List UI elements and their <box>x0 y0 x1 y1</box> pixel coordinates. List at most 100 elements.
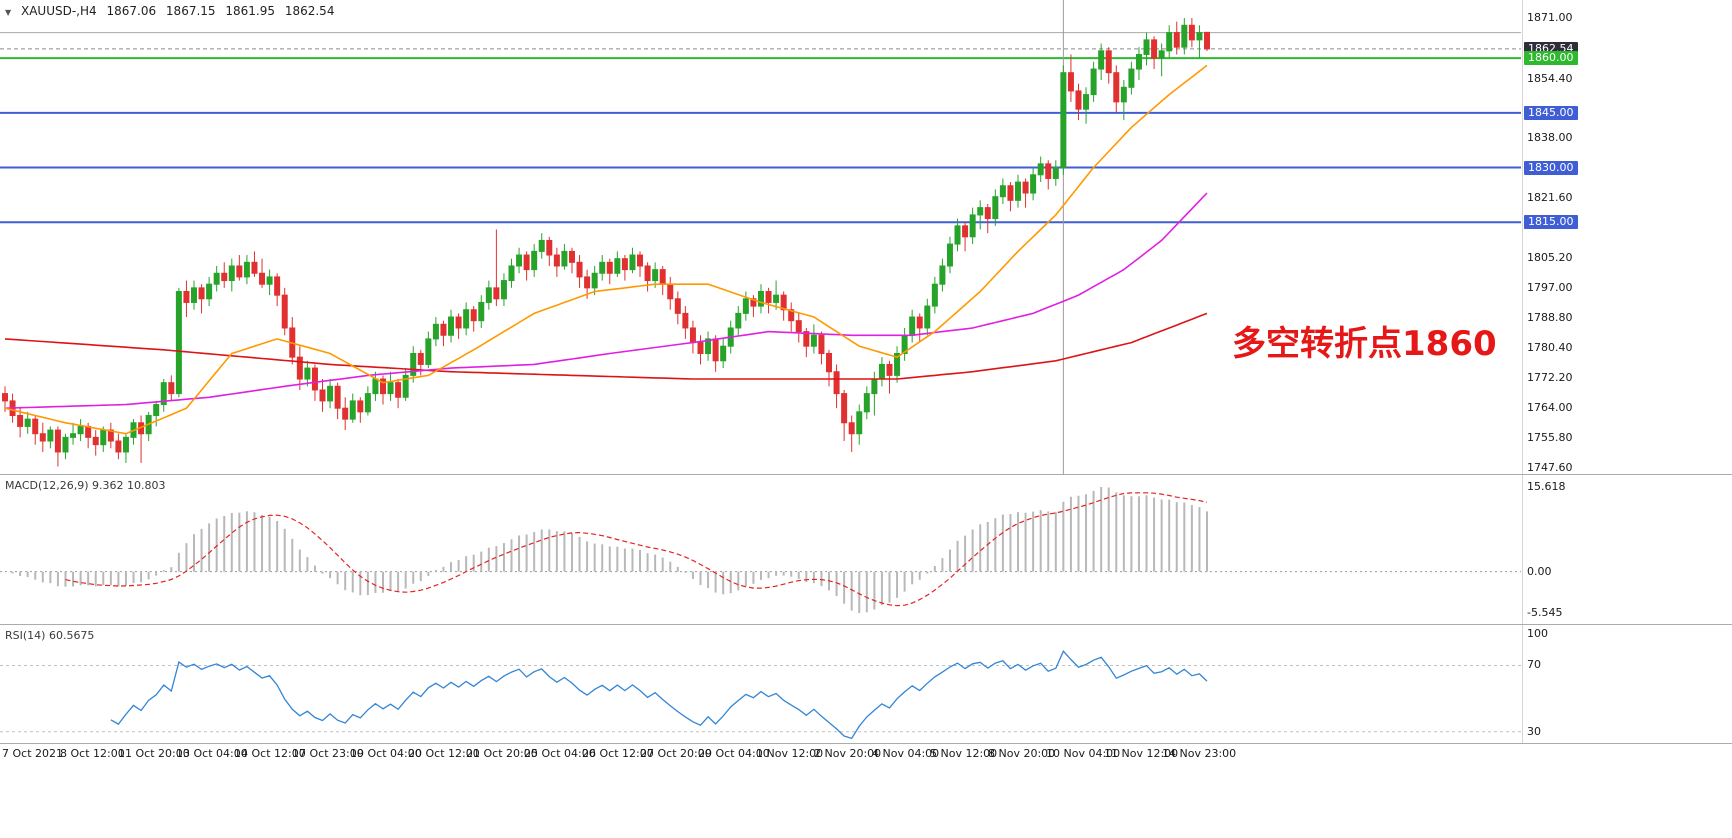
candle <box>206 283 213 300</box>
price-axis-label: 1821.60 <box>1527 191 1573 205</box>
candle <box>387 382 394 395</box>
annotation-text[interactable]: 多空转折点1860 <box>1232 324 1497 364</box>
ohlc-high: 1867.15 <box>165 4 216 18</box>
rsi-label: RSI(14) 60.5675 <box>5 629 95 642</box>
candle <box>251 261 258 274</box>
candle <box>757 291 764 307</box>
time-axis-label: 21 Oct 20:00 <box>466 747 538 760</box>
candle <box>977 207 984 216</box>
time-axis-label: 26 Oct 12:00 <box>582 747 654 760</box>
candle <box>85 425 92 438</box>
macd-svg[interactable] <box>0 475 1522 625</box>
candle <box>500 280 507 300</box>
candle <box>697 342 704 354</box>
candle <box>1060 72 1067 169</box>
candle <box>553 254 560 267</box>
chart-title: ▼ XAUUSD-,H4 1867.06 1867.15 1861.95 186… <box>5 4 340 18</box>
candle <box>70 433 77 438</box>
collapse-arrow-icon[interactable]: ▼ <box>5 8 12 17</box>
price-axis-label: 1772.20 <box>1527 371 1573 385</box>
candle <box>39 433 46 442</box>
price-axis-label: 1805.20 <box>1527 250 1573 264</box>
candle <box>455 316 462 329</box>
candle <box>304 367 311 380</box>
macd-axis-label: 15.618 <box>1527 480 1566 493</box>
time-axis-label: 10 Nov 04:00 <box>1046 747 1121 760</box>
ma-fast-line <box>4 64 1208 435</box>
candle <box>1037 163 1044 176</box>
candle <box>17 414 24 427</box>
price-axis-label: 1747.60 <box>1527 461 1573 474</box>
candle <box>236 265 243 278</box>
candle <box>878 363 885 380</box>
candle <box>705 338 712 354</box>
candle <box>735 312 742 329</box>
rsi-svg[interactable] <box>0 625 1522 744</box>
candle <box>357 400 364 413</box>
candle <box>417 352 424 365</box>
price-axis-label: 1780.40 <box>1527 341 1573 355</box>
price-axis-label: 1755.80 <box>1527 431 1573 445</box>
candle <box>969 214 976 238</box>
price-level-badge: 1845.00 <box>1524 105 1578 120</box>
price-axis-label: 1838.00 <box>1527 131 1573 145</box>
candle <box>1196 32 1203 41</box>
candle <box>629 254 636 271</box>
time-axis-label: 14 Nov 23:00 <box>1162 747 1237 760</box>
ohlc-low: 1861.95 <box>225 4 275 18</box>
candle <box>1113 72 1120 103</box>
time-axis-label: 5 Nov 12:00 <box>930 747 998 760</box>
candle <box>342 407 349 420</box>
candle <box>946 243 953 267</box>
candle <box>485 287 492 303</box>
macd-panel[interactable]: MACD(12,26,9) 9.362 10.803 15.618 0.00 -5.… <box>0 475 1732 625</box>
rsi-panel[interactable]: RSI(14) 60.5675 100 70 30 <box>0 625 1732 744</box>
price-level-badge: 1815.00 <box>1524 215 1578 230</box>
time-axis-label: 14 Oct 12:00 <box>234 747 306 760</box>
macd-signal-line <box>65 492 1208 607</box>
candle <box>190 287 197 303</box>
candle <box>327 385 334 402</box>
price-axis[interactable]: 1871.00 1854.40 1838.00 1821.60 1805.20 1797.… <box>1522 0 1732 474</box>
candle <box>591 272 598 289</box>
price-level-badge: 1830.00 <box>1524 160 1578 175</box>
macd-axis[interactable]: 15.618 0.00 -5.545 <box>1522 475 1732 624</box>
rsi-axis[interactable]: 100 70 30 <box>1522 625 1732 743</box>
candle <box>153 404 160 416</box>
candle <box>795 320 802 333</box>
macd-axis-label: -5.545 <box>1527 606 1563 619</box>
candle <box>742 298 749 314</box>
candle <box>1007 185 1014 201</box>
macd-axis-label: 0.00 <box>1527 564 1552 578</box>
candle <box>924 305 931 329</box>
candle <box>667 283 674 300</box>
time-axis[interactable]: 7 Oct 2021 8 Oct 12:00 11 Oct 20:00 13 Oct … <box>0 744 1732 838</box>
ohlc-close: 1862.54 <box>284 4 335 18</box>
candle <box>183 291 190 303</box>
candle <box>538 239 545 252</box>
price-chart-svg[interactable] <box>0 0 1522 475</box>
candle <box>992 196 999 220</box>
candle <box>1067 72 1074 92</box>
candle <box>939 265 946 285</box>
candle <box>826 352 833 373</box>
time-axis-label: 25 Oct 04:00 <box>524 747 596 760</box>
candle <box>1015 181 1022 201</box>
candle <box>470 309 477 322</box>
candle <box>319 389 326 402</box>
candle <box>1120 86 1127 103</box>
candle <box>1173 32 1180 48</box>
candle <box>410 352 417 376</box>
time-axis-label: 7 Oct 2021 <box>2 747 64 760</box>
main-chart-panel[interactable]: ▼ XAUUSD-,H4 1867.06 1867.15 1861.95 186… <box>0 0 1732 475</box>
time-axis-label: 27 Oct 20:00 <box>640 747 712 760</box>
candle <box>584 276 591 289</box>
candle <box>531 250 538 271</box>
candle <box>674 298 681 314</box>
candle <box>296 356 303 380</box>
candle <box>402 374 409 398</box>
candle <box>395 382 402 398</box>
candle <box>1135 53 1142 70</box>
candle <box>1204 31 1210 50</box>
candle <box>712 338 719 362</box>
